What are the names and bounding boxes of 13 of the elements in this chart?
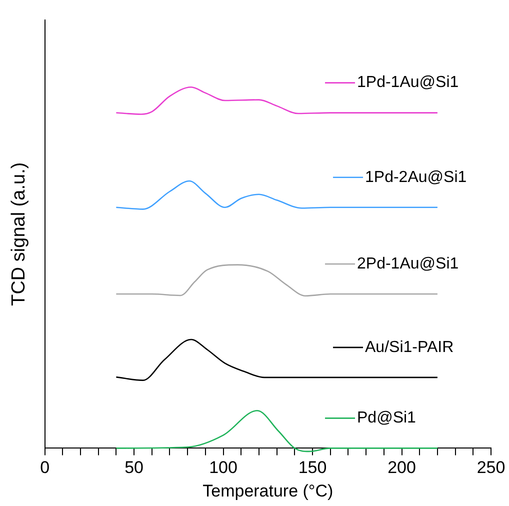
x-tick-label: 0 bbox=[40, 458, 50, 478]
x-tick-label: 150 bbox=[298, 458, 327, 478]
legend-label: Pd@Si1 bbox=[357, 410, 416, 427]
x-axis-title: Temperature (°C) bbox=[202, 481, 334, 500]
x-tick-label: 50 bbox=[124, 458, 144, 478]
x-tick-label: 100 bbox=[209, 458, 238, 478]
x-tick-label: 250 bbox=[476, 458, 506, 478]
legend-label: 1Pd-1Au@Si1 bbox=[357, 74, 459, 92]
x-tick-label: 200 bbox=[388, 458, 416, 478]
legend-label: Au/Si1-PAIR bbox=[365, 338, 454, 356]
legend-label: 2Pd-1Au@Si1 bbox=[357, 255, 459, 272]
y-axis-title: TCD signal (a.u.) bbox=[8, 162, 30, 306]
legend-label: 1Pd-2Au@Si1 bbox=[365, 168, 467, 186]
